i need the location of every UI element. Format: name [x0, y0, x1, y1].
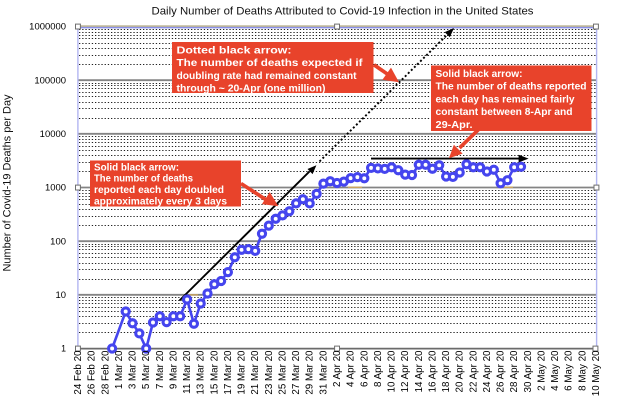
svg-text:22 Apr 20: 22 Apr 20: [468, 350, 479, 392]
svg-text:10 May 20: 10 May 20: [591, 350, 602, 396]
svg-text:15 Mar 20: 15 Mar 20: [209, 350, 220, 395]
svg-text:Daily Number of Deaths Attribu: Daily Number of Deaths Attributed to Cov…: [152, 5, 535, 17]
svg-text:The number of deaths expected: The number of deaths expected if: [177, 58, 364, 69]
svg-text:17 Mar 20: 17 Mar 20: [223, 350, 234, 395]
svg-text:100000: 100000: [34, 75, 66, 85]
svg-text:8 May 20: 8 May 20: [577, 350, 588, 391]
svg-text:28 Apr 20: 28 Apr 20: [509, 350, 520, 392]
svg-text:30 Apr 20: 30 Apr 20: [523, 350, 534, 392]
svg-text:20 Apr 20: 20 Apr 20: [455, 350, 466, 392]
svg-text:2 May 20: 2 May 20: [537, 350, 548, 391]
svg-text:9 Mar 20: 9 Mar 20: [168, 350, 179, 389]
svg-text:Number of Covid-19 Deaths per: Number of Covid-19 Deaths per Day: [2, 94, 14, 272]
svg-text:4 May 20: 4 May 20: [550, 350, 561, 391]
svg-text:19 Mar 20: 19 Mar 20: [237, 350, 248, 395]
svg-text:24 Feb 20: 24 Feb 20: [73, 350, 84, 395]
svg-text:approximately every 3 days: approximately every 3 days: [94, 197, 227, 208]
svg-text:The number of deaths: The number of deaths: [94, 174, 193, 185]
svg-text:14 Apr 20: 14 Apr 20: [414, 350, 425, 392]
svg-text:16 Apr 20: 16 Apr 20: [427, 350, 438, 392]
svg-text:10 Apr 20: 10 Apr 20: [387, 350, 398, 392]
svg-text:The number of deaths reported: The number of deaths reported: [436, 82, 587, 93]
svg-text:each day has remained fairly: each day has remained fairly: [436, 94, 575, 105]
svg-text:11 Mar 20: 11 Mar 20: [182, 350, 193, 394]
svg-text:1000: 1000: [45, 183, 66, 193]
svg-text:7 Mar 20: 7 Mar 20: [155, 350, 166, 389]
svg-text:12 Apr 20: 12 Apr 20: [400, 350, 411, 392]
svg-text:1 Mar 20: 1 Mar 20: [114, 350, 125, 389]
svg-text:2 Apr 20: 2 Apr 20: [332, 350, 343, 387]
svg-text:6 Apr 20: 6 Apr 20: [359, 350, 370, 387]
svg-text:23 Mar 20: 23 Mar 20: [264, 350, 275, 395]
svg-text:4 Apr 20: 4 Apr 20: [346, 350, 357, 387]
svg-text:13 Mar 20: 13 Mar 20: [196, 350, 207, 395]
svg-text:1: 1: [61, 344, 66, 354]
svg-text:26 Feb 20: 26 Feb 20: [87, 350, 98, 395]
svg-text:29-Apr.: 29-Apr.: [436, 120, 473, 131]
svg-text:8 Apr 20: 8 Apr 20: [373, 350, 384, 387]
svg-text:26 Apr 20: 26 Apr 20: [496, 350, 507, 392]
svg-text:10000: 10000: [40, 129, 66, 139]
svg-text:3 Mar 20: 3 Mar 20: [128, 350, 139, 389]
svg-text:Solid black arrow:: Solid black arrow:: [436, 69, 523, 80]
svg-text:reported each day doubled: reported each day doubled: [94, 185, 224, 196]
svg-text:31 Mar 20: 31 Mar 20: [318, 350, 329, 395]
svg-text:Dotted black arrow:: Dotted black arrow:: [177, 46, 292, 57]
svg-text:25 Mar 20: 25 Mar 20: [278, 350, 289, 395]
svg-text:100: 100: [50, 236, 66, 246]
svg-text:through ~ 20-Apr (one million): through ~ 20-Apr (one million): [177, 84, 326, 95]
svg-text:28 Feb 20: 28 Feb 20: [100, 350, 111, 395]
svg-text:27 Mar 20: 27 Mar 20: [291, 350, 302, 395]
svg-text:5 Mar 20: 5 Mar 20: [141, 350, 152, 389]
svg-text:constant between 8-Apr and: constant between 8-Apr and: [436, 107, 573, 118]
svg-text:10: 10: [56, 290, 67, 300]
svg-text:24 Apr 20: 24 Apr 20: [482, 350, 493, 392]
svg-text:18 Apr 20: 18 Apr 20: [441, 350, 452, 392]
svg-text:Solid black arrow:: Solid black arrow:: [94, 162, 179, 173]
svg-text:6 May 20: 6 May 20: [564, 350, 575, 391]
svg-text:21 Mar 20: 21 Mar 20: [250, 350, 261, 395]
svg-text:29 Mar 20: 29 Mar 20: [305, 350, 316, 395]
svg-text:1000000: 1000000: [29, 22, 66, 32]
svg-text:doubling rate had remained con: doubling rate had remained constant: [177, 71, 358, 82]
